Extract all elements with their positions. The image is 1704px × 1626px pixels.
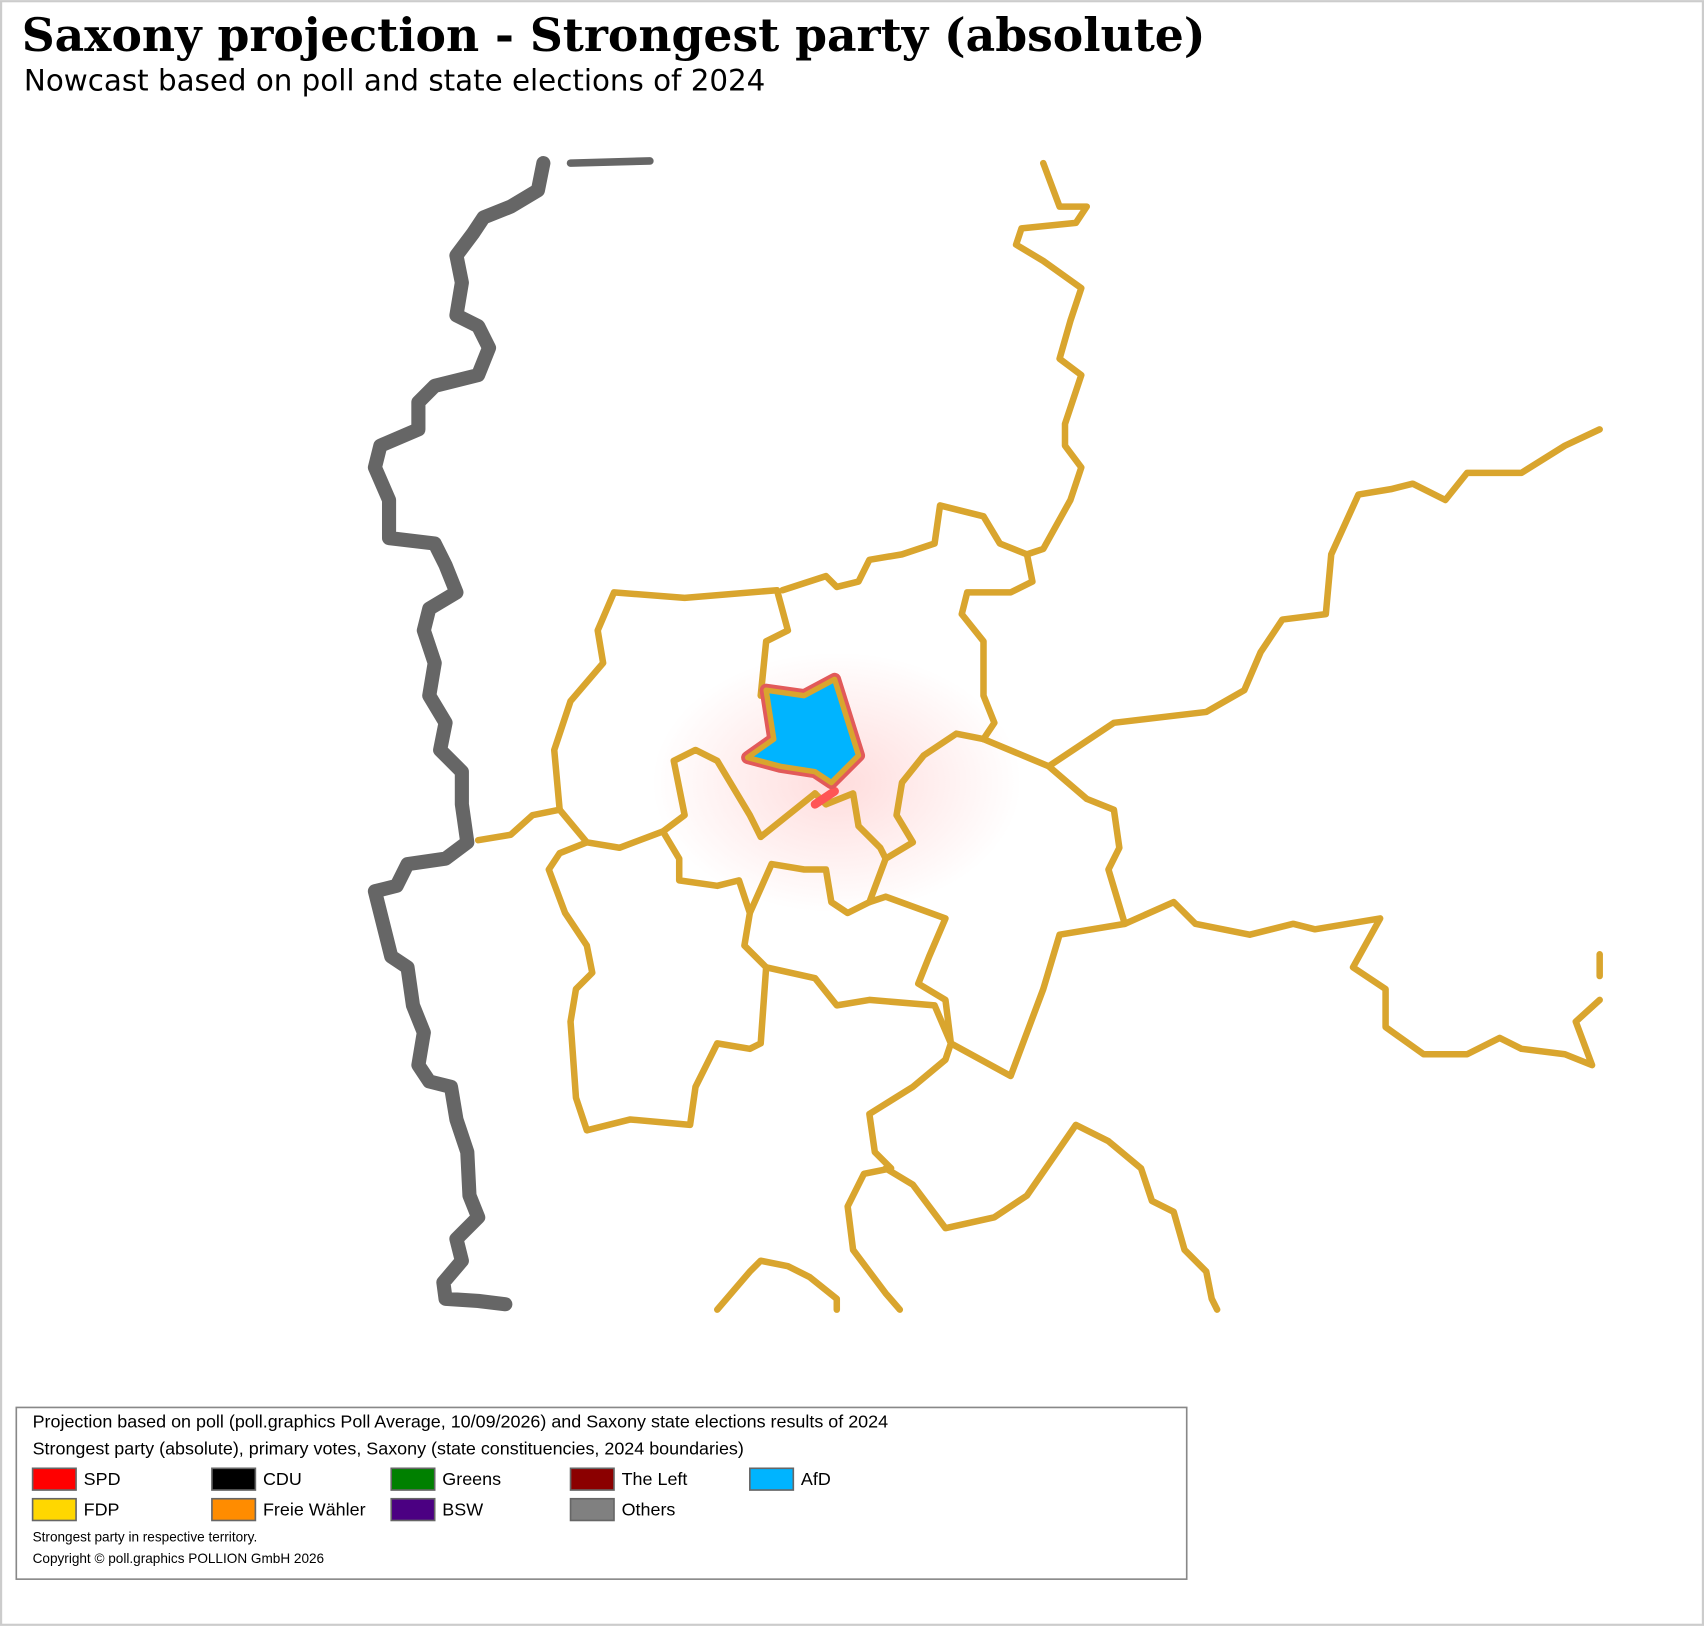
legend-label: SPD [84,1469,121,1489]
legend-swatch [390,1467,436,1491]
legend-swatch [211,1497,257,1522]
title: Saxony projection - Strongest party (abs… [22,8,1206,62]
legend-swatch [31,1497,77,1522]
legend-swatch [31,1467,77,1491]
legend-swatch [569,1497,615,1522]
legend-label: BSW [442,1499,483,1519]
legend-line: Strongest party (absolute), primary vote… [33,1439,744,1459]
legend-note: Strongest party in respective territory. [33,1529,258,1544]
legend-swatch [390,1497,436,1522]
state-border [566,157,654,167]
legend-label: AfD [801,1469,831,1489]
legend-swatch [569,1467,615,1491]
legend-label: Greens [442,1469,501,1489]
subtitle: Nowcast based on poll and state election… [24,63,765,97]
legend-label: CDU [263,1469,302,1489]
legend-line: Projection based on poll (poll.graphics … [33,1411,889,1431]
legend-swatch [749,1467,795,1491]
legend-label: Others [622,1499,676,1519]
legend: Projection based on poll (poll.graphics … [15,1406,1188,1580]
legend-swatch [211,1467,257,1491]
copyright: Copyright © poll.graphics POLLION GmbH 2… [33,1551,325,1566]
legend-box [15,1406,1188,1580]
legend-label: The Left [622,1469,688,1489]
afd-constituency[interactable] [744,676,862,786]
legend-label: Freie Wähler [263,1499,366,1519]
state-border [367,156,551,1312]
legend-label: FDP [84,1499,120,1519]
map [367,156,1603,1313]
small-constituency [810,786,839,809]
constituency-borders [474,159,1603,1313]
